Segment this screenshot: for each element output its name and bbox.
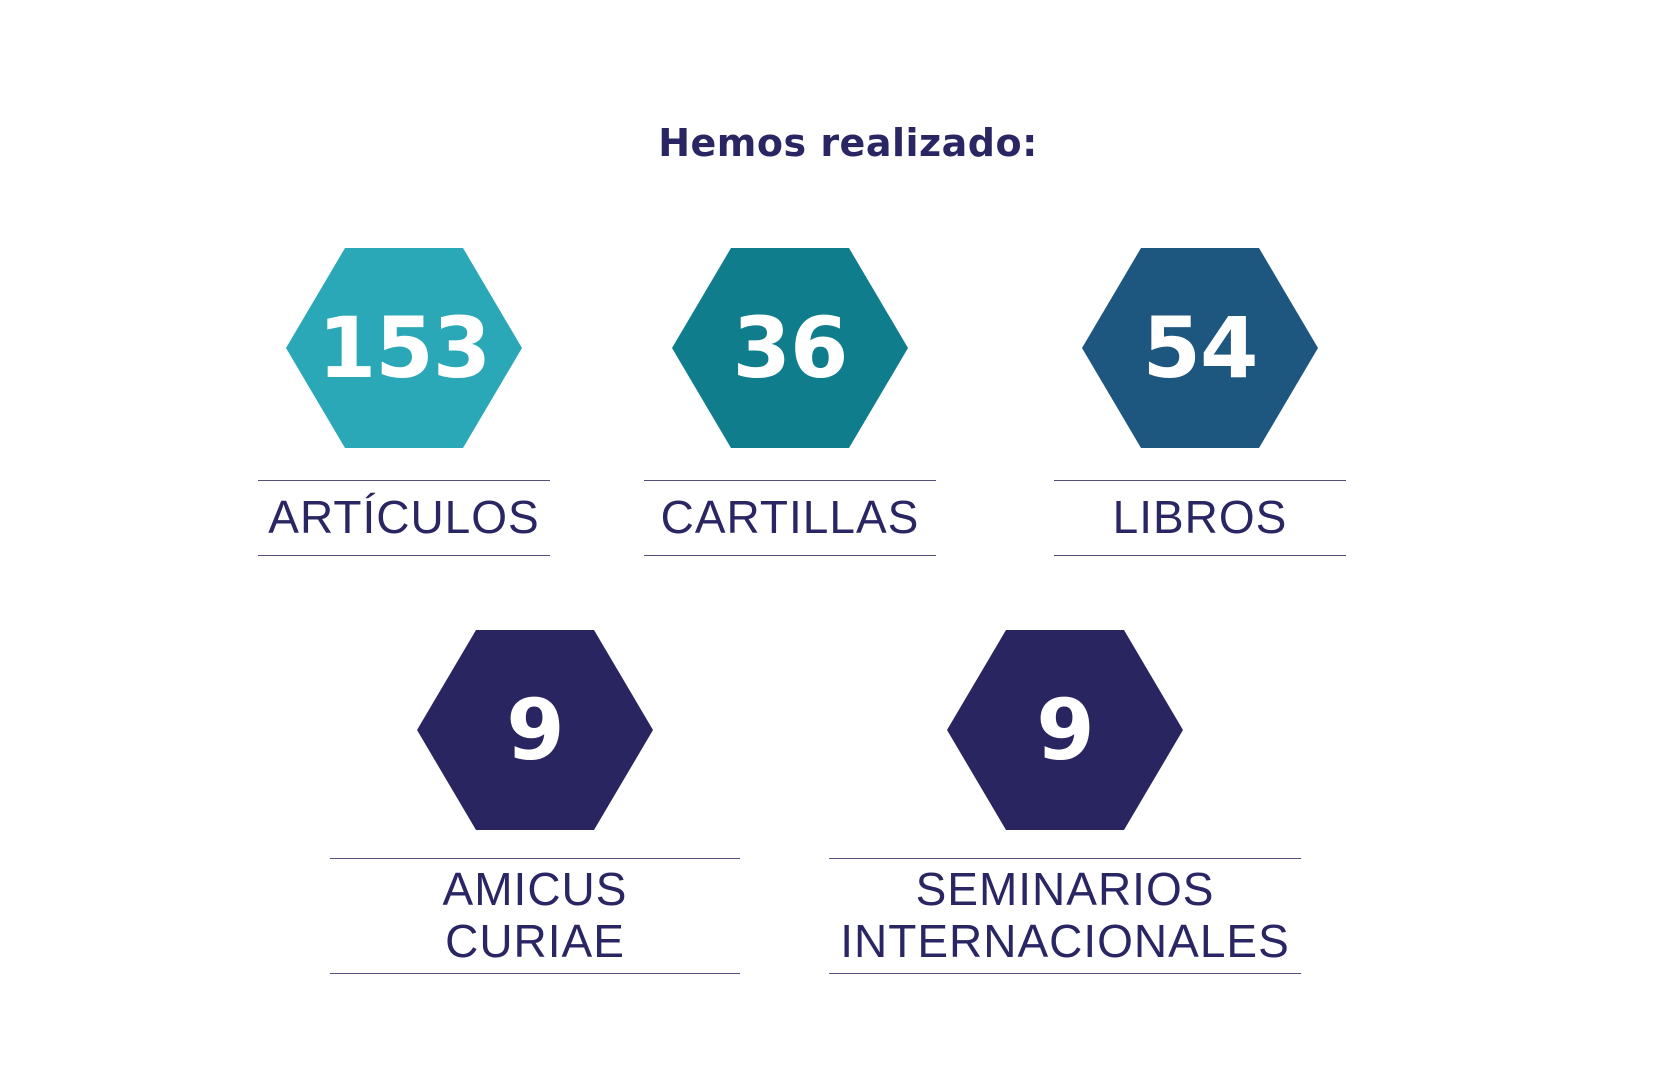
stat-value: 9 [506, 681, 564, 779]
stat-label-text: SEMINARIOS [915, 863, 1215, 915]
stat-value: 9 [1036, 681, 1094, 779]
hexagon-badge: 36 [672, 248, 908, 448]
divider-line [829, 858, 1301, 859]
stat-label-text: ARTÍCULOS [268, 491, 540, 543]
stat-value: 36 [732, 299, 849, 397]
stat-label-text: LIBROS [1112, 491, 1288, 543]
divider-line [258, 555, 550, 556]
stat-cartillas: 36 CARTILLAS [540, 248, 1040, 556]
stat-value: 54 [1142, 299, 1259, 397]
stat-value: 153 [317, 299, 491, 397]
hexagon-badge: 54 [1082, 248, 1318, 448]
stat-label: SEMINARIOS INTERNACIONALES [840, 859, 1290, 973]
stat-label-text: CARTILLAS [660, 491, 920, 543]
stat-libros: 54 LIBROS [950, 248, 1450, 556]
stat-articulos: 153 ARTÍCULOS [154, 248, 654, 556]
stat-label: AMICUS CURIAE [443, 859, 628, 973]
divider-line [1054, 480, 1346, 481]
stat-amicus-curiae: 9 AMICUS CURIAE [285, 630, 785, 974]
hexagon-badge: 9 [417, 630, 653, 830]
stat-label: LIBROS [1113, 481, 1288, 555]
hexagon-badge: 9 [947, 630, 1183, 830]
stat-seminarios-internacionales: 9 SEMINARIOS INTERNACIONALES [815, 630, 1315, 974]
stat-label: ARTÍCULOS [268, 481, 539, 555]
divider-line [644, 555, 936, 556]
hexagon-badge: 153 [286, 248, 522, 448]
stat-label-text: CURIAE [445, 915, 625, 967]
divider-line [330, 973, 740, 974]
stat-label: CARTILLAS [661, 481, 920, 555]
divider-line [644, 480, 936, 481]
divider-line [330, 858, 740, 859]
divider-line [258, 480, 550, 481]
stat-label-text: AMICUS [442, 863, 628, 915]
page-title: Hemos realizado: [658, 121, 1038, 165]
stat-label-text: INTERNACIONALES [840, 915, 1290, 967]
divider-line [829, 973, 1301, 974]
divider-line [1054, 555, 1346, 556]
